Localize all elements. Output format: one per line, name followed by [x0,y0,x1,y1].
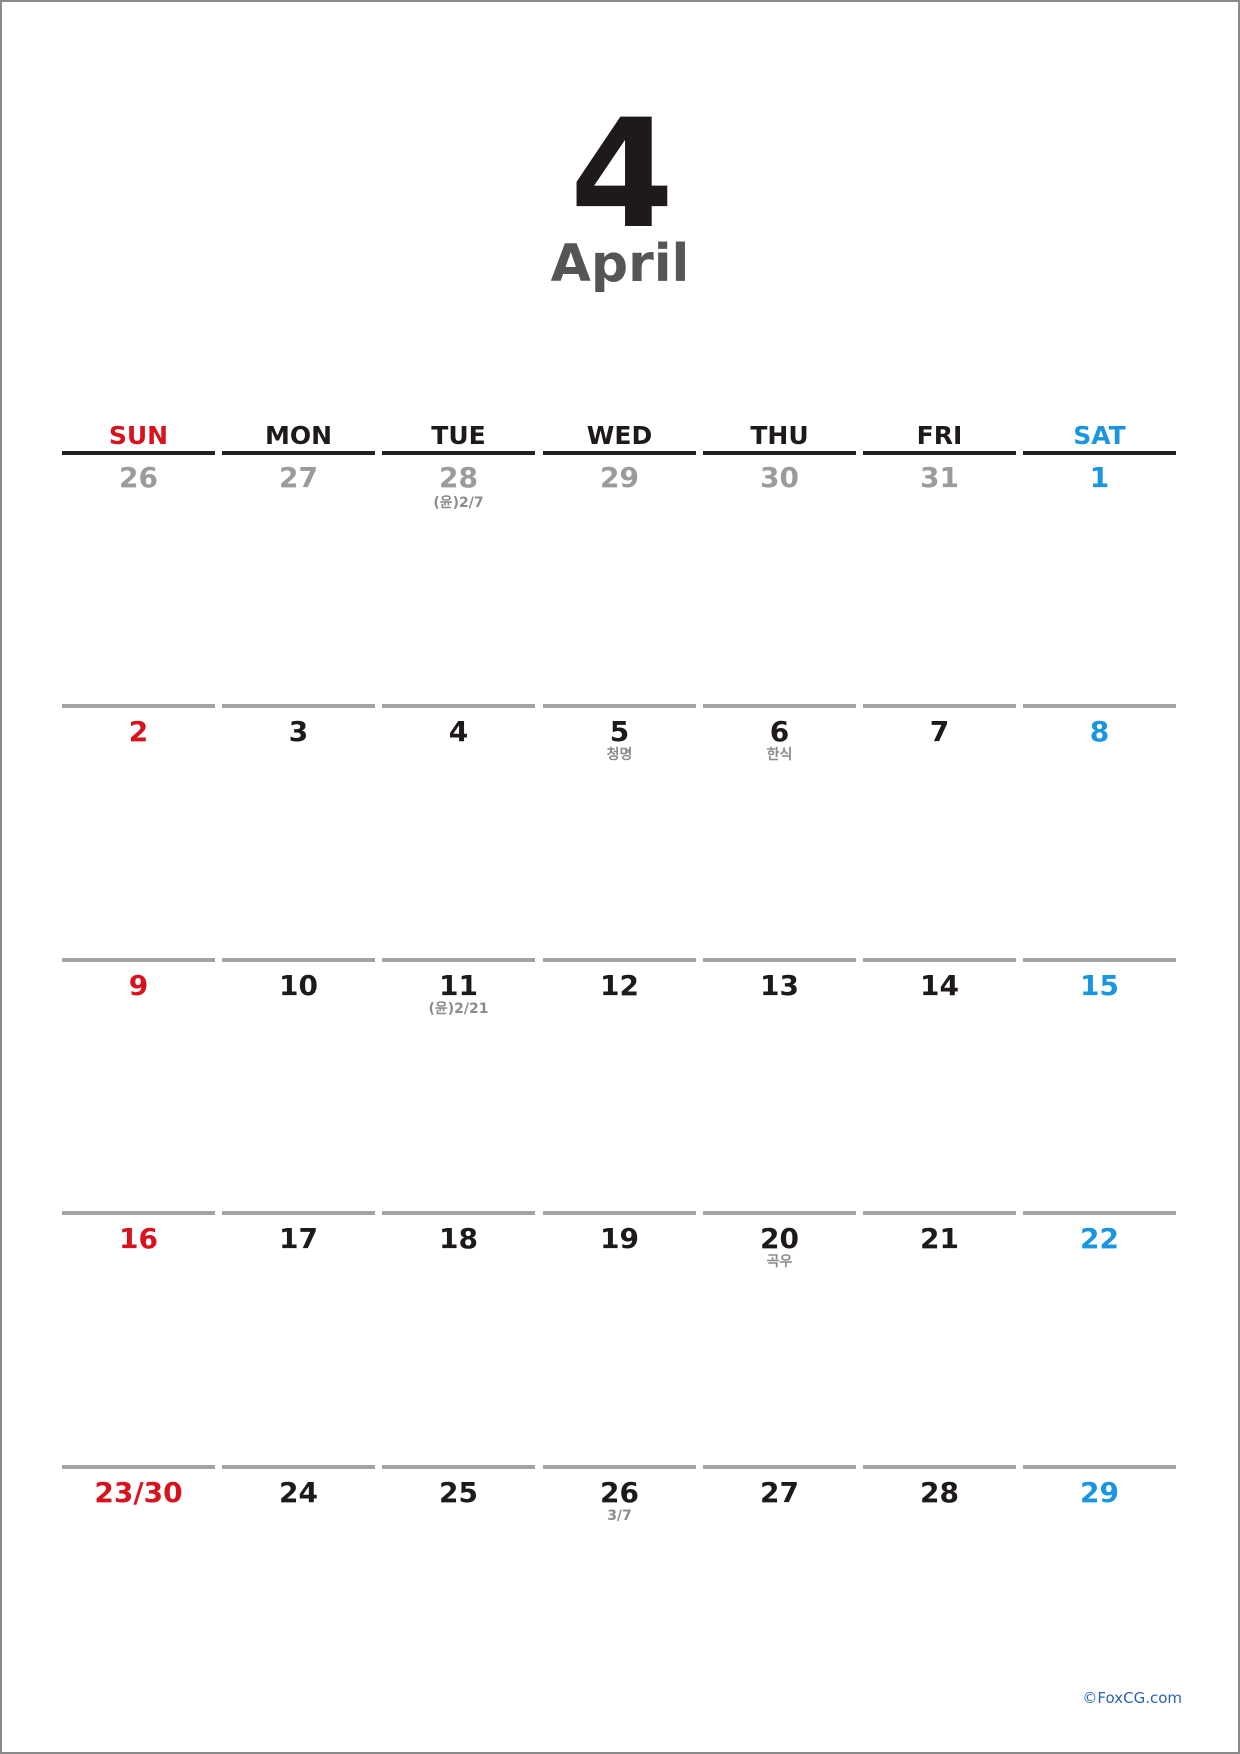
week-divider [543,704,696,708]
week-divider [1023,958,1176,962]
header-divider [863,451,1016,455]
day-number: 18 [439,1222,478,1255]
week-divider [382,704,535,708]
day-number: 21 [920,1222,959,1255]
day-number: 7 [929,715,950,748]
header-divider [222,451,375,455]
day-number: 26 [600,1476,639,1509]
week-divider [222,1465,375,1469]
week-divider [1023,1211,1176,1215]
week-divider [62,1465,215,1469]
day-note: 3/7 [607,1508,632,1524]
header-divider [543,451,696,455]
day-number: 11 [439,969,478,1002]
day-number: 28 [439,461,478,494]
week-divider [863,958,1016,962]
week-divider [543,1465,696,1469]
header-divider [62,451,215,455]
day-number: 19 [600,1222,639,1255]
month-name: April [550,234,690,294]
week-divider [62,958,215,962]
day-number: 3 [288,715,309,748]
day-number: 29 [600,461,639,494]
month-number: 4 [569,88,674,262]
header-divider [382,451,535,455]
day-number: 10 [279,969,318,1002]
day-number: 6 [769,715,790,748]
week-divider [703,1465,856,1469]
header-divider [1023,451,1176,455]
day-number: 31 [920,461,959,494]
day-number: 28 [920,1476,959,1509]
week-divider [863,1211,1016,1215]
week-divider [382,958,535,962]
weekday-header-thu: THU [750,421,809,450]
week-divider [382,1465,535,1469]
week-divider [222,1211,375,1215]
day-number: 29 [1080,1476,1119,1509]
day-number: 17 [279,1222,318,1255]
weekday-header-sat: SAT [1073,421,1126,450]
week-divider [222,958,375,962]
day-number: 22 [1080,1222,1119,1255]
week-divider [1023,704,1176,708]
day-number: 15 [1080,969,1119,1002]
day-number: 5 [609,715,630,748]
day-note: 청명 [606,747,633,763]
day-number: 1 [1089,461,1110,494]
day-note: (윤)2/7 [433,495,484,511]
day-number: 26 [119,461,158,494]
week-divider [863,704,1016,708]
day-number: 4 [448,715,469,748]
weekday-header-mon: MON [264,421,333,450]
weekday-header-wed: WED [586,421,653,450]
weekday-header-fri: FRI [916,421,963,450]
week-divider [382,1211,535,1215]
day-number: 27 [760,1476,799,1509]
day-number: 8 [1089,715,1110,748]
day-number: 13 [760,969,799,1002]
day-number: 9 [128,969,149,1002]
day-number: 12 [600,969,639,1002]
day-note: (윤)2/21 [428,1001,489,1017]
weekday-header-sun: SUN [108,421,169,450]
day-number: 30 [760,461,799,494]
week-divider [62,1211,215,1215]
day-note: 한식 [766,747,793,763]
footer-credit: ©FoxCG.com [1082,1689,1182,1707]
day-number: 23/30 [94,1476,183,1509]
week-divider [543,958,696,962]
week-divider [222,704,375,708]
day-number: 27 [279,461,318,494]
header-divider [703,451,856,455]
day-number: 14 [920,969,959,1002]
day-number: 20 [760,1222,799,1255]
week-divider [703,958,856,962]
week-divider [703,1211,856,1215]
week-divider [863,1465,1016,1469]
day-number: 2 [128,715,149,748]
weekday-header-tue: TUE [431,421,486,450]
week-divider [62,704,215,708]
day-number: 25 [439,1476,478,1509]
week-divider [543,1211,696,1215]
day-note: 곡우 [766,1254,793,1270]
week-divider [1023,1465,1176,1469]
day-number: 16 [119,1222,158,1255]
week-divider [703,704,856,708]
day-number: 24 [279,1476,318,1509]
